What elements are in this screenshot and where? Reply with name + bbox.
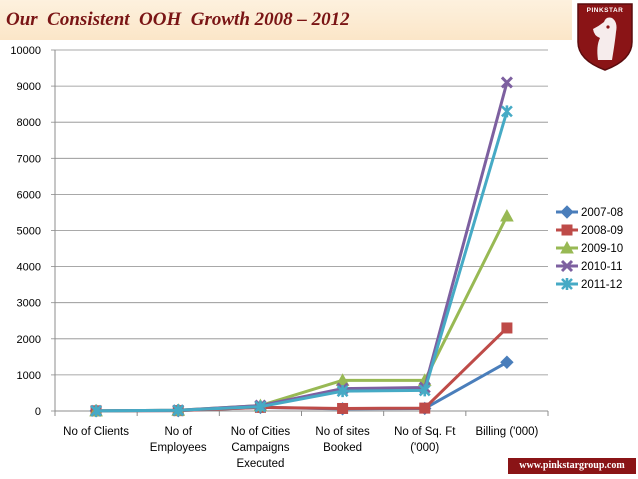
data-point: [500, 76, 513, 89]
y-tick-label: 6000: [17, 189, 41, 201]
y-tick-label: 3000: [17, 298, 41, 310]
legend-item: 2009-10: [556, 240, 623, 255]
page-title: Our Consistent OOH Growth 2008 – 2012: [6, 9, 350, 30]
data-point: [501, 322, 513, 334]
x-category-label: No of sites Booked: [315, 426, 370, 454]
series-layer: [89, 76, 514, 418]
legend-label: 2007-08: [581, 207, 623, 219]
y-axis-ticks: 0 1000 2000 3000 4000 5000 6000 7000 8000 9000 100…: [10, 45, 55, 418]
x-category-line: No of Cities: [231, 426, 291, 438]
pinkstar-logo: PINKSTAR: [574, 2, 636, 72]
y-tick-label: 4000: [17, 262, 41, 274]
x-category-label: No of Sq. Ft ('000): [394, 426, 456, 454]
series-line: [96, 82, 509, 413]
x-axis-categories: No of Clients No of Employees No of Cities C…: [63, 426, 538, 470]
data-point: [172, 404, 185, 417]
x-category-line: ('000): [410, 442, 439, 454]
data-point: [500, 355, 514, 369]
legend-marker: [561, 278, 573, 290]
data-point: [500, 209, 514, 222]
legend: 2007-08 2008-09 2009-10 2010-11 2011-12: [556, 205, 623, 291]
legend-item: 2008-09: [556, 224, 623, 237]
x-category-line: No of Sq. Ft: [394, 426, 456, 438]
y-tick-label: 10000: [10, 45, 41, 57]
series-2008-09: [90, 322, 513, 417]
legend-marker: [560, 259, 574, 273]
y-tick-label: 2000: [17, 334, 41, 346]
x-category-label: Billing ('000): [475, 426, 538, 438]
legend-item: 2011-12: [556, 278, 622, 291]
x-category-label: No of Employees: [150, 426, 207, 454]
data-point: [419, 402, 431, 414]
x-category-line: Booked: [323, 442, 362, 454]
x-category-line: No of sites: [315, 426, 370, 438]
gridlines: [55, 49, 548, 376]
x-category-line: Billing ('000): [475, 426, 538, 438]
y-tick-label: 7000: [17, 153, 41, 165]
data-point: [500, 105, 513, 118]
logo-text: PINKSTAR: [586, 7, 624, 14]
x-category-label: No of Cities Campaigns Executed: [231, 426, 291, 470]
y-tick-label: 5000: [17, 226, 41, 238]
legend-label: 2009-10: [581, 243, 623, 255]
x-category-line: Employees: [150, 442, 207, 454]
title-banner: Our Consistent OOH Growth 2008 – 2012: [0, 0, 572, 40]
x-category-label: No of Clients: [63, 426, 129, 438]
legend-label: 2011-12: [581, 279, 622, 291]
data-point: [337, 402, 349, 414]
legend-item: 2007-08: [556, 205, 623, 219]
y-tick-label: 1000: [17, 370, 41, 382]
x-category-line: No of: [165, 426, 193, 438]
data-point: [418, 384, 431, 397]
x-category-line: Campaigns: [231, 442, 289, 454]
legend-label: 2008-09: [581, 225, 623, 237]
data-point: [336, 385, 349, 398]
data-point: [254, 400, 267, 413]
y-tick-label: 0: [35, 406, 41, 418]
x-category-line: Executed: [236, 458, 284, 470]
series-2010-11: [90, 76, 513, 417]
horse-head-shield-icon: [577, 3, 633, 71]
legend-label: 2010-11: [581, 261, 622, 273]
data-point: [90, 404, 103, 417]
y-tick-label: 9000: [17, 81, 41, 93]
legend-marker: [560, 240, 574, 254]
legend-marker: [561, 224, 573, 236]
series-line: [96, 110, 509, 413]
legend-item: 2010-11: [556, 259, 622, 273]
x-category-line: No of Clients: [63, 426, 129, 438]
legend-marker: [560, 205, 574, 219]
y-tick-label: 8000: [17, 117, 41, 129]
website-link[interactable]: www.pinkstargroup.com: [508, 458, 636, 474]
series-2011-12: [90, 105, 513, 417]
